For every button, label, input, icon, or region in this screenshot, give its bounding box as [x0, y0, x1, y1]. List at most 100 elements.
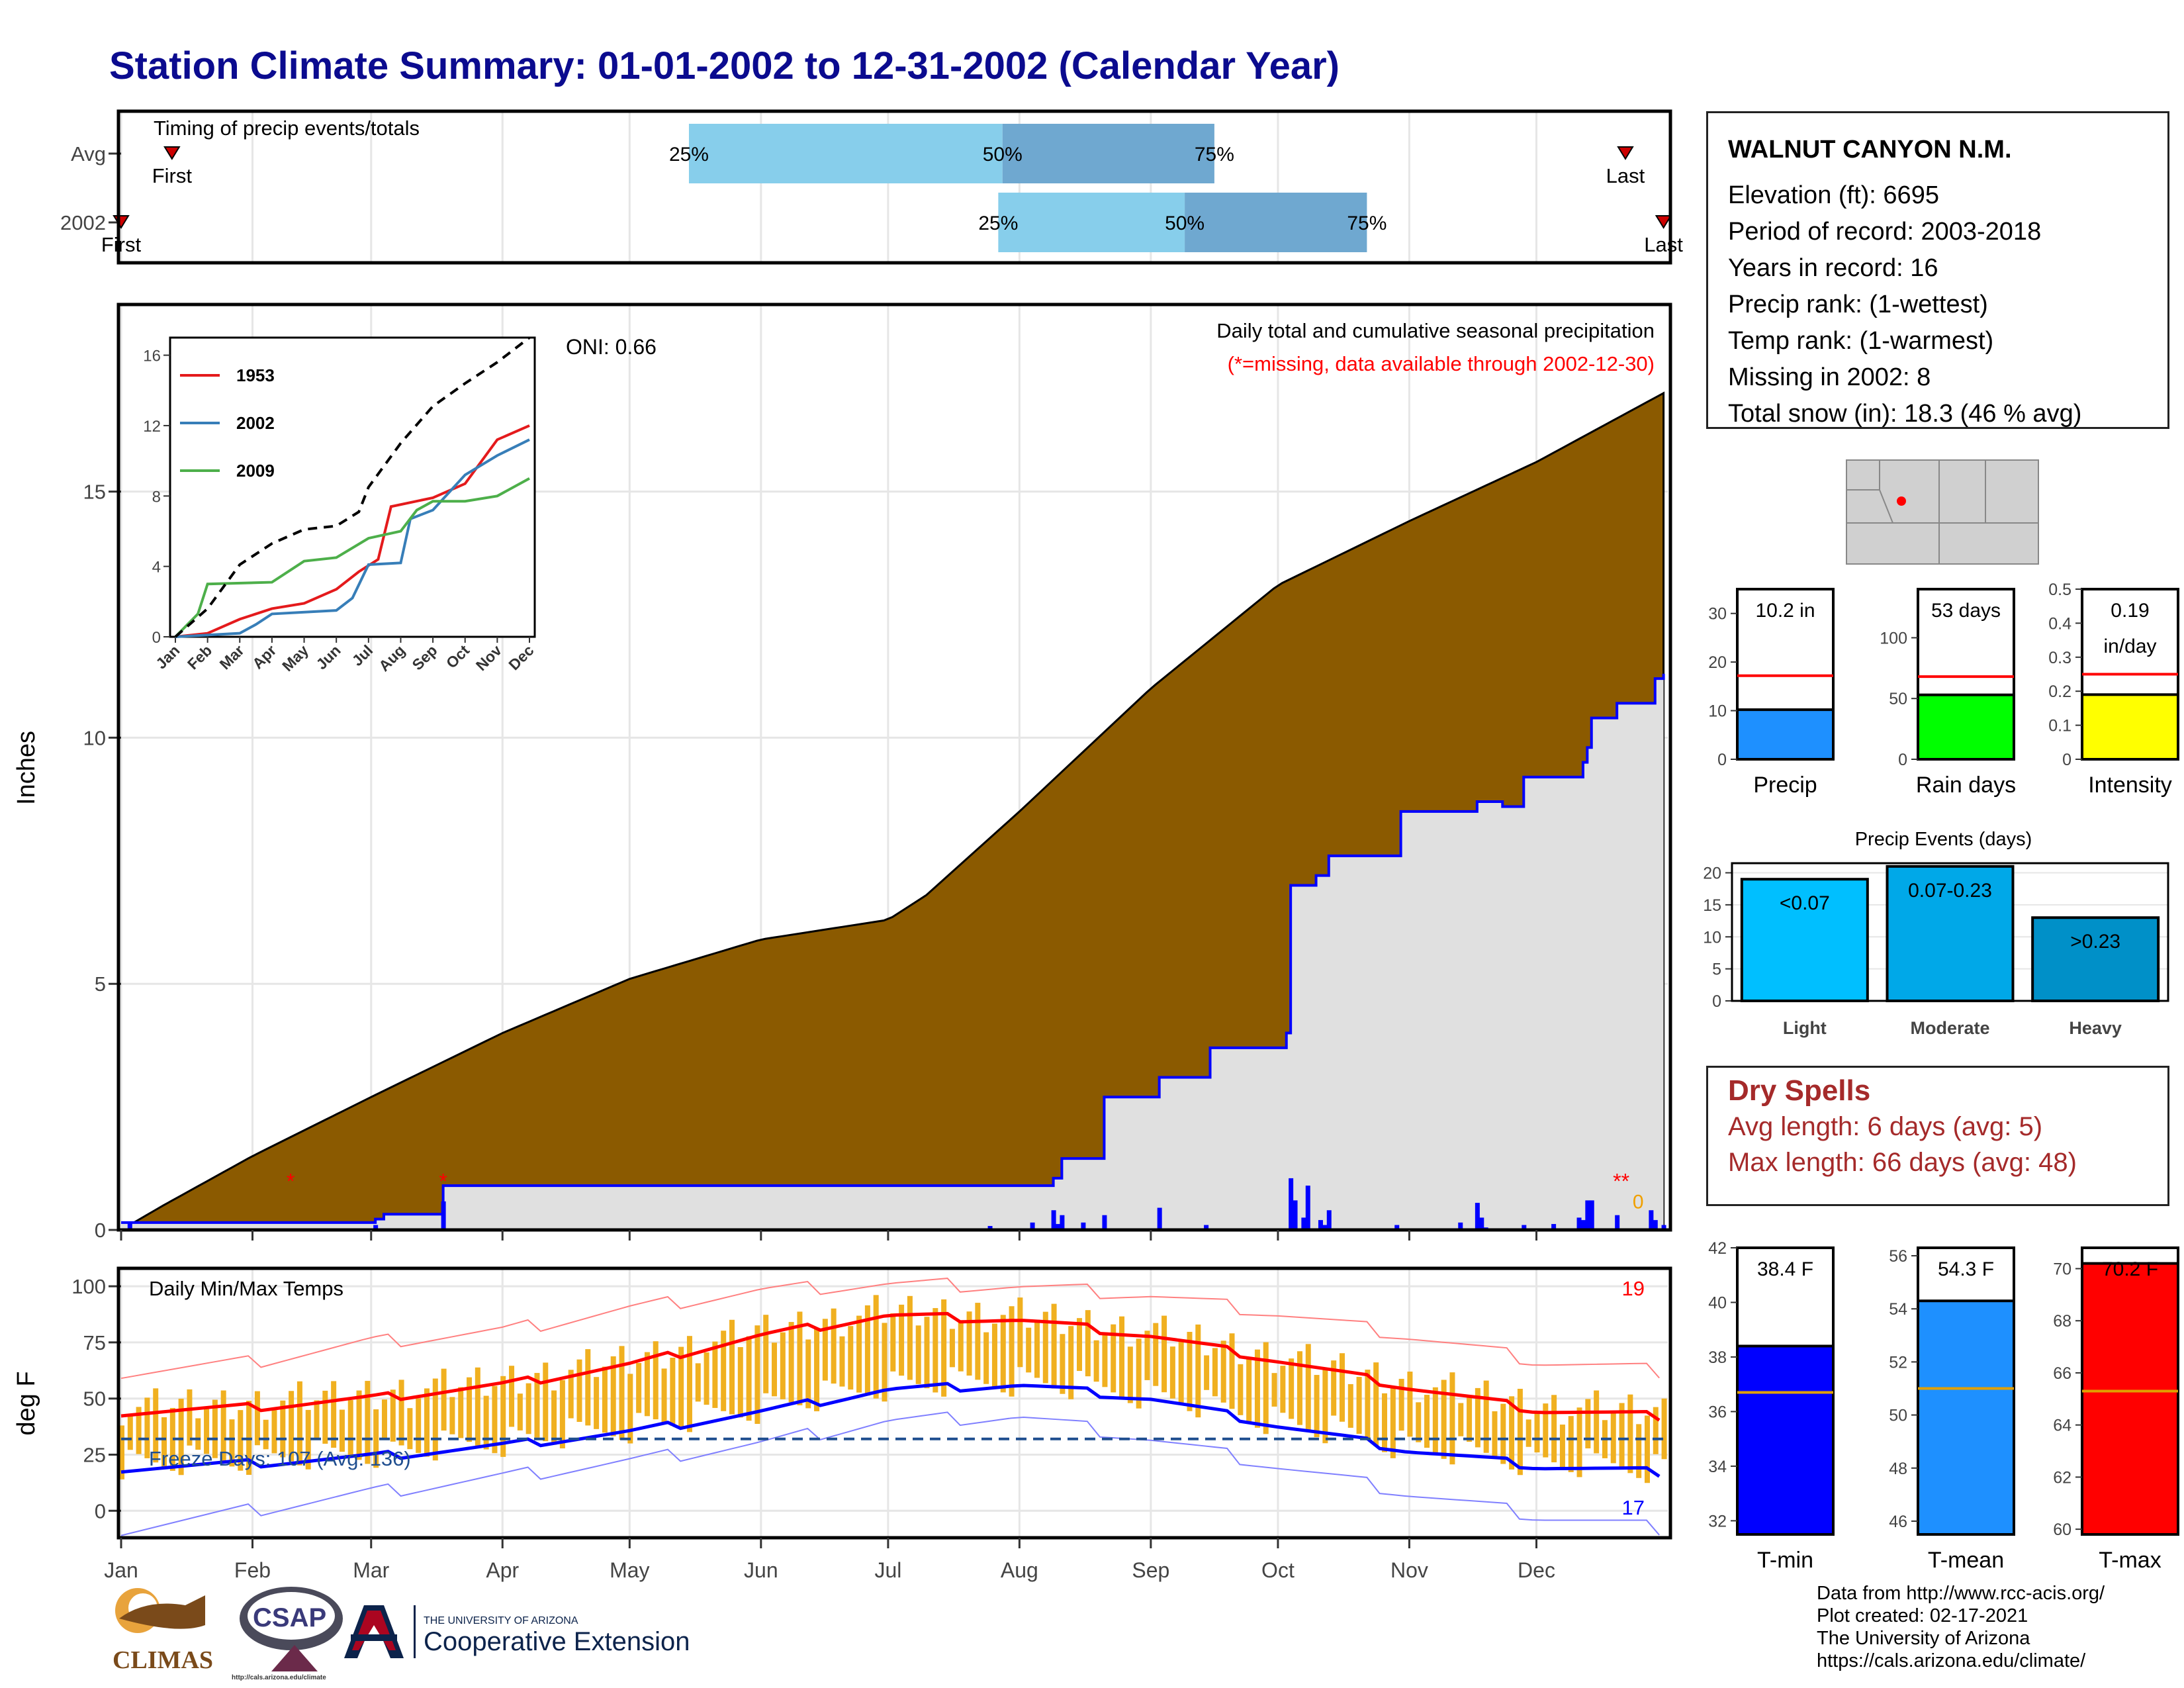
temp-xtick-label: Jul — [874, 1558, 901, 1582]
daily-temps-chart: 0 25 50 75 100 Daily Min/Max Temps Freeze Days… — [13, 1266, 1672, 1582]
inset-ytick-label: 12 — [143, 418, 161, 436]
temp-daily-bar — [1467, 1395, 1473, 1442]
temp-daily-bar — [933, 1308, 938, 1393]
temp-summary-ytick-label: 54 — [1889, 1300, 1907, 1319]
temp-daily-bar — [1204, 1355, 1210, 1390]
dry-spells-heading: Dry Spells — [1728, 1074, 1871, 1107]
precip-summary-ytick-label: 0.4 — [2048, 614, 2071, 633]
temp-daily-bar — [1000, 1315, 1006, 1393]
temp-daily-bar — [441, 1368, 447, 1431]
temp-daily-bar — [1390, 1385, 1396, 1458]
temp-daily-bar — [195, 1418, 201, 1450]
temp-daily-bar — [1093, 1340, 1099, 1382]
temp-daily-bar — [1238, 1364, 1244, 1415]
temp-daily-bar — [1102, 1332, 1108, 1387]
main-daily-bar — [1653, 1220, 1658, 1230]
precip-summary-value-text: 0.19 — [2111, 600, 2149, 622]
main-daily-bar — [1615, 1215, 1620, 1230]
inset-legend-label: 2009 — [236, 461, 275, 481]
inset-ytick-label: 8 — [152, 488, 161, 506]
timing-quantile-label: 25% — [669, 144, 709, 165]
main-ytick-label: 5 — [95, 972, 106, 996]
temp-daily-bar — [941, 1299, 947, 1397]
precip-events-chart: Precip Events (days) 0 5 10 15 20 <0.07 Light 0.… — [1703, 829, 2169, 1038]
temp-daily-bar — [1161, 1315, 1167, 1393]
dry-spells-avg: Avg length: 6 days (avg: 5) — [1728, 1112, 2043, 1141]
temp-low-count: 17 — [1622, 1496, 1645, 1519]
inset-ytick-label: 0 — [152, 629, 161, 647]
temp-avg-tmax — [120, 1311, 1661, 1422]
temp-high-count: 19 — [1622, 1277, 1645, 1300]
temp-title: Daily Min/Max Temps — [149, 1277, 343, 1300]
dry-spells-max: Max length: 66 days (avg: 48) — [1728, 1148, 2077, 1177]
events-ytick-label: 20 — [1703, 865, 1721, 883]
temp-daily-bar — [780, 1332, 786, 1399]
temp-xtick-label: Aug — [1001, 1558, 1038, 1582]
temp-daily-bar — [1331, 1360, 1337, 1416]
main-missing-marker: * — [287, 1170, 295, 1194]
temp-freeze-annotation: Freeze Days: 107 (Avg: 136) — [149, 1447, 411, 1470]
temp-daily-bar — [467, 1377, 473, 1442]
temp-ylabel: deg F — [13, 1371, 40, 1435]
main-daily-bar — [1293, 1200, 1298, 1230]
temp-daily-bar — [636, 1362, 642, 1413]
main-daily-bar — [1589, 1200, 1594, 1230]
main-ytick-label: 10 — [83, 726, 106, 749]
main-daily-bar — [987, 1226, 993, 1230]
temp-daily-bar — [525, 1383, 531, 1434]
temp-daily-bar — [238, 1410, 244, 1471]
temp-daily-bar — [1610, 1411, 1616, 1464]
temp-daily-bar — [712, 1341, 718, 1408]
temp-daily-bar — [1305, 1344, 1311, 1431]
temp-daily-bar — [169, 1407, 175, 1471]
inset-series-avg — [174, 336, 531, 638]
temp-summary-ytick-label: 42 — [1708, 1239, 1727, 1258]
dry-spells-box: Dry Spells Avg length: 6 days (avg: 5) M… — [1706, 1066, 2169, 1206]
temp-daily-bar — [772, 1342, 778, 1397]
temp-summary-ytick-label: 40 — [1708, 1293, 1727, 1312]
temp-summary-ytick-label: 70 — [2053, 1260, 2071, 1278]
precip-summary-ytick-label: 30 — [1708, 605, 1727, 624]
main-daily-bar — [1479, 1217, 1484, 1230]
timing-chart: Timing of precip events/totals Avg 25% 50% 7… — [60, 109, 1683, 265]
temp-daily-bar — [1619, 1403, 1625, 1468]
temp-daily-bar — [365, 1381, 371, 1464]
temp-daily-bar — [144, 1397, 150, 1458]
main-ytick-label: 15 — [83, 481, 106, 504]
main-observed-line — [121, 673, 1665, 1224]
temp-summary-label: T-mean — [1928, 1548, 2004, 1573]
temp-daily-bar — [1432, 1387, 1438, 1454]
events-xtick-label: Moderate — [1910, 1018, 1989, 1038]
temp-record-low — [120, 1411, 1660, 1536]
temp-ytick-label: 50 — [83, 1387, 106, 1411]
temp-daily-bar — [1254, 1349, 1260, 1428]
temp-daily-bar — [271, 1410, 277, 1454]
temp-daily-bar — [991, 1323, 997, 1389]
temp-daily-bar — [797, 1311, 803, 1405]
climas-text: CLIMAS — [113, 1646, 213, 1674]
temp-daily-bar — [280, 1400, 286, 1458]
temp-daily-bar — [704, 1352, 709, 1405]
timing-last-label: Last — [1606, 164, 1645, 187]
temp-daily-bar — [661, 1368, 667, 1423]
temp-summary-ytick-label: 62 — [2053, 1468, 2071, 1487]
csap-url: http://cals.arizona.edu/climate — [232, 1674, 326, 1681]
precip-summary-bar — [2081, 693, 2179, 761]
temp-daily-bar — [347, 1400, 353, 1456]
temp-daily-bar — [1153, 1323, 1159, 1386]
inset-series-1953 — [175, 424, 530, 638]
temp-daily-bar — [416, 1398, 422, 1453]
temp-daily-bar — [763, 1315, 769, 1393]
temp-daily-bar — [500, 1376, 506, 1457]
temp-daily-bar — [1509, 1396, 1515, 1470]
temp-daily-bar — [856, 1315, 862, 1393]
location-map — [1846, 459, 2039, 565]
temp-daily-bar — [543, 1362, 549, 1442]
temp-daily-bar — [594, 1377, 600, 1429]
main-subtitle: (*=missing, data available through 2002-… — [1228, 352, 1655, 375]
inset-frame — [169, 336, 536, 638]
temp-daily-bar — [1136, 1338, 1142, 1409]
main-daily-bar — [1102, 1215, 1107, 1230]
temp-daily-bar — [153, 1388, 159, 1463]
temp-daily-bar — [805, 1339, 811, 1409]
